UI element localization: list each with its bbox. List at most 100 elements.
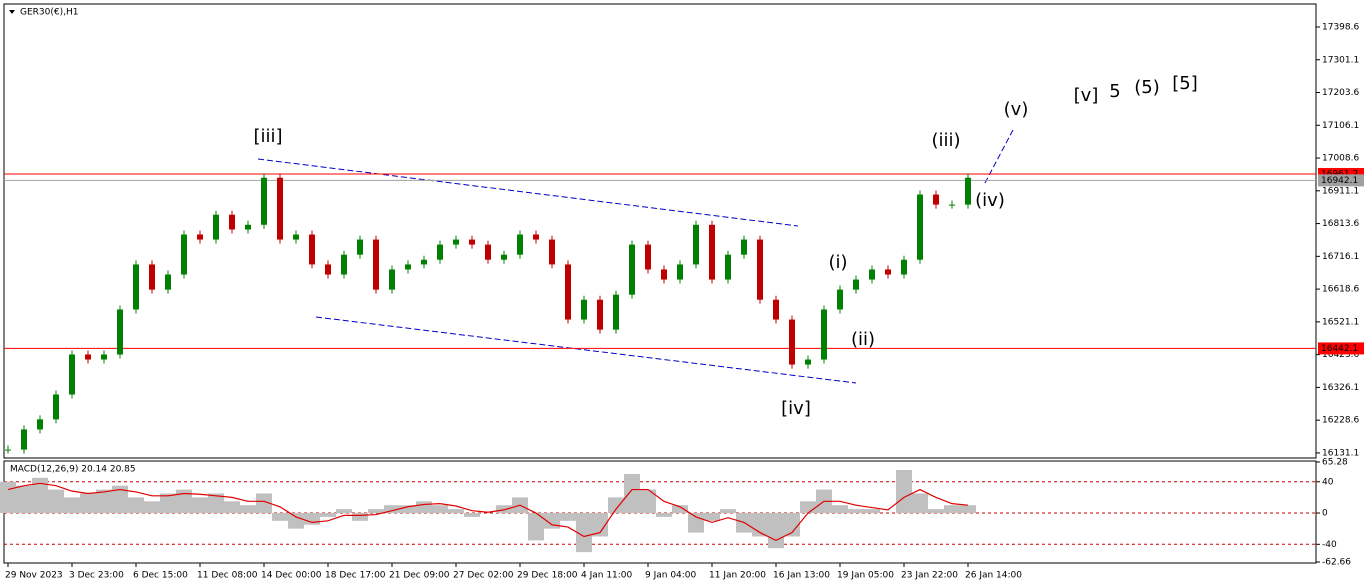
candle [373, 239, 379, 290]
candle [613, 294, 619, 330]
price-level-box [1318, 174, 1364, 187]
x-tick-label: 18 Dec 17:00 [325, 571, 386, 581]
macd-bar [800, 501, 816, 514]
macd-bar [256, 493, 272, 514]
candle [709, 224, 715, 280]
candle [597, 299, 603, 330]
macd-bar [336, 509, 352, 514]
macd-bar [160, 493, 176, 514]
price-level-label: 16442.1 [1321, 344, 1358, 354]
macd-bar [592, 513, 608, 537]
candle [869, 269, 875, 280]
wave-label: (iv) [975, 190, 1005, 211]
x-tick-label: 29 Nov 2023 [5, 571, 63, 581]
y-tick-label: 16911.1 [1322, 186, 1359, 196]
candle [357, 239, 363, 255]
candle [885, 269, 891, 275]
macd-bar [64, 497, 80, 514]
y-tick-label: 16326.1 [1322, 383, 1359, 393]
macd-signal [7, 482, 969, 542]
macd-bar [944, 505, 960, 514]
macd-bar [560, 513, 576, 521]
macd-bar [0, 481, 16, 514]
candle [933, 194, 939, 205]
candle [85, 354, 91, 360]
macd-bar [320, 513, 336, 517]
candle [149, 264, 155, 290]
macd-bar [608, 497, 624, 514]
candle [805, 359, 811, 365]
candle [757, 239, 763, 300]
macd-label: MACD(12,26,9) 20.14 20.85 [10, 465, 136, 475]
candle [325, 264, 331, 275]
channel-lower [315, 316, 857, 384]
candle [501, 254, 507, 260]
candle [741, 239, 747, 255]
macd-bar [864, 509, 880, 514]
candle [53, 394, 59, 420]
macd-bar [224, 501, 240, 514]
candle [5, 449, 11, 451]
wave-label: (5) [1134, 77, 1160, 98]
y-tick-label: 17301.1 [1322, 55, 1359, 65]
macd-tick-label: 0 [1322, 509, 1328, 519]
macd-bar [240, 505, 256, 514]
x-tick-label: 3 Dec 23:00 [69, 571, 124, 581]
candle [21, 429, 27, 450]
candle [165, 274, 171, 290]
macd-bar [528, 513, 544, 541]
candle [37, 419, 43, 430]
candle [645, 244, 651, 270]
macd-bar [32, 477, 48, 514]
candle [453, 239, 459, 245]
x-tick-label: 9 Jan 04:00 [645, 571, 697, 581]
y-tick-label: 16716.1 [1322, 252, 1359, 262]
macd-bar [368, 509, 384, 514]
price-level-label: 16942.1 [1321, 176, 1358, 186]
wave-label: 5 [1109, 81, 1120, 102]
candle [517, 234, 523, 255]
x-tick-label: 19 Jan 05:00 [837, 571, 894, 581]
wave-label: [5] [1172, 73, 1198, 94]
macd-bar [896, 470, 912, 514]
macd-bar [832, 505, 848, 514]
candle [821, 309, 827, 360]
candle [245, 224, 251, 230]
macd-tick-label: 65.28 [1322, 458, 1348, 468]
macd-tick-label: -40 [1322, 540, 1337, 550]
x-tick-label: 6 Dec 15:00 [133, 571, 188, 581]
candle [117, 309, 123, 355]
macd-tick-label: 40 [1322, 477, 1334, 487]
macd-bar [384, 505, 400, 514]
y-tick-label: 16813.6 [1322, 219, 1359, 229]
macd-bar [112, 485, 128, 514]
candle [485, 244, 491, 260]
macd-bar [144, 501, 160, 514]
wave-label: [iv] [781, 398, 811, 419]
candle [965, 177, 971, 205]
candle [389, 269, 395, 290]
macd-bar [784, 513, 800, 537]
candle [421, 259, 427, 265]
macd-bar [96, 489, 112, 514]
candle [261, 177, 267, 225]
x-tick-label: 26 Jan 14:00 [965, 571, 1022, 581]
macd-bar [208, 493, 224, 514]
y-tick-label: 17398.6 [1322, 22, 1359, 32]
x-tick-label: 23 Jan 22:00 [901, 571, 958, 581]
x-tick-label: 27 Dec 02:00 [453, 571, 514, 581]
candle [725, 254, 731, 280]
candle [661, 269, 667, 280]
candle [181, 234, 187, 275]
y-tick-label: 17008.6 [1322, 154, 1359, 164]
candle [469, 239, 475, 245]
chart-title: GER30(€),H1 [20, 8, 78, 18]
macd-bar [432, 505, 448, 514]
macd-tick-label: -62.66 [1322, 558, 1351, 568]
macd-bar [960, 505, 976, 514]
y-tick-label: 16423.6 [1322, 350, 1359, 360]
x-tick-label: 14 Dec 00:00 [261, 571, 322, 581]
macd-bar [640, 489, 656, 514]
y-tick-label: 16131.1 [1322, 448, 1359, 458]
macd-bar [288, 513, 304, 529]
